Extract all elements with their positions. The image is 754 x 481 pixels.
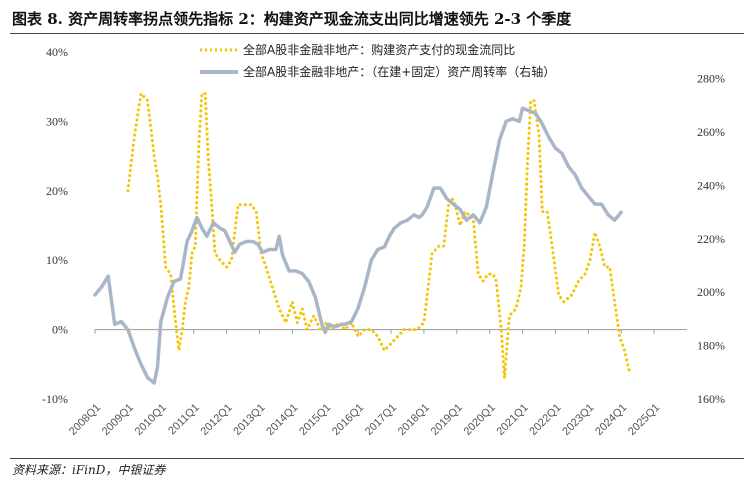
x-axis-tick-label: 2017Q1: [363, 402, 399, 438]
x-axis-tick-label: 2010Q1: [133, 402, 169, 438]
right-axis-tick-label: 220%: [697, 232, 725, 246]
right-axis-tick-label: 200%: [697, 285, 725, 299]
x-axis-tick-label: 2020Q1: [462, 402, 498, 438]
right-axis-tick-label: 240%: [697, 178, 725, 192]
x-axis-tick-label: 2015Q1: [297, 402, 333, 438]
x-axis-tick-label: 2014Q1: [264, 402, 300, 438]
x-axis-tick-label: 2016Q1: [330, 402, 366, 438]
x-axis-tick-label: 2018Q1: [396, 402, 432, 438]
legend-label-cashflow: 全部A股非金融非地产：购建资产支付的现金流同比: [243, 42, 515, 57]
x-axis-tick-label: 2008Q1: [67, 402, 103, 438]
series-line-turnover: [93, 106, 623, 385]
chart-title: 图表 8. 资产周转率拐点领先指标 2：构建资产现金流支出同比增速领先 2-3 …: [12, 10, 572, 28]
source-note: 资料来源：iFinD，中银证券: [12, 463, 166, 477]
right-axis-tick-label: 280%: [697, 72, 725, 86]
left-axis-tick-label: 20%: [46, 184, 68, 198]
left-axis-tick-label: 30%: [46, 114, 68, 128]
x-axis-tick-label: 2012Q1: [199, 402, 235, 438]
series-group: [93, 92, 631, 385]
x-axis-tick-label: 2011Q1: [166, 402, 202, 438]
left-axis-tick-label: 40%: [46, 45, 68, 59]
x-axis-tick-label: 2021Q1: [495, 402, 531, 438]
x-axis-tick-label: 2023Q1: [560, 402, 596, 438]
axes-group: -10% 0% 10% 20% 30% 40% 160% 180% 200% 220% 240% 26…: [42, 45, 725, 438]
series-line-cashflow: [126, 92, 631, 380]
left-axis-tick-label: 0%: [52, 323, 68, 337]
right-axis-tick-label: 160%: [697, 392, 725, 406]
x-axis-tick-label: 2025Q1: [626, 402, 662, 438]
right-axis-tick-label: 180%: [697, 339, 725, 353]
x-axis-tick-label: 2013Q1: [231, 402, 267, 438]
left-axis-tick-label: 10%: [46, 253, 68, 267]
x-axis-tick-label: 2009Q1: [100, 402, 136, 438]
x-axis-tick-label: 2024Q1: [593, 402, 629, 438]
x-axis-tick-label: 2019Q1: [429, 402, 465, 438]
left-axis-tick-label: -10%: [42, 392, 68, 406]
top-divider: [10, 33, 744, 34]
x-axis-tick-label: 2022Q1: [527, 402, 563, 438]
legend: 全部A股非金融非地产：购建资产支付的现金流同比 全部A股非金融非地产：（在建+固…: [200, 42, 555, 79]
legend-label-turnover: 全部A股非金融非地产：（在建+固定）资产周转率（右轴）: [243, 64, 555, 79]
bottom-divider: [10, 458, 744, 459]
right-axis-tick-label: 260%: [697, 125, 725, 139]
